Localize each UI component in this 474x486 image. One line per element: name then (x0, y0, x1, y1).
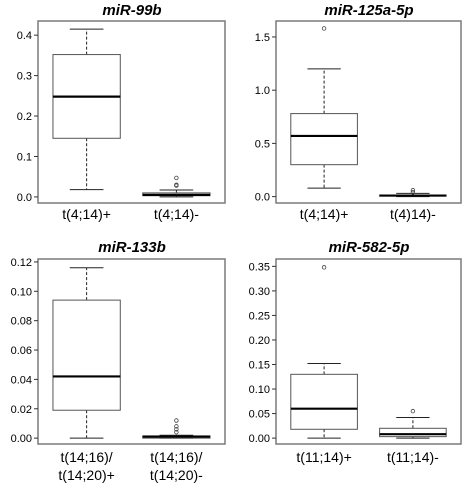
chart-title: miR-582-5p (329, 239, 410, 256)
box-body (52, 299, 121, 411)
outlier-point (174, 424, 179, 429)
outlier-point (410, 188, 416, 193)
category-label: t(14;16)/ (150, 449, 202, 465)
plot-frame (37, 258, 226, 445)
box-1: t(4;14)+ (52, 28, 121, 222)
outlier-point (321, 265, 327, 270)
category-label: t(4)14)- (390, 206, 436, 222)
y-tick-label: 1.5 (255, 32, 270, 44)
box-2: t(14;16)/ t(14;20)- (142, 418, 211, 483)
chart-panel-3: miR-133b 0.00 0.02 0.04 0.06 0.08 0.10 0.12 t(14… (11, 239, 226, 483)
y-tick-label: 0.06 (11, 345, 32, 357)
y-tick-label: 0.08 (11, 316, 32, 328)
outlier-point (174, 430, 179, 435)
chart-title: miR-99b (102, 2, 161, 19)
y-tick-label: 0.02 (11, 404, 32, 416)
y-tick-label: 0.12 (11, 257, 32, 269)
chart-title: miR-133b (98, 239, 166, 256)
box-body (290, 373, 358, 430)
plot-frame (275, 20, 462, 204)
box-1: t(14;16)/ t(14;20)+ (52, 267, 121, 483)
chart-panel-1: miR-99b 0.0 0.1 0.2 0.3 0.4 t(4;14)+ t(4;14)- (17, 2, 226, 222)
category-label: t(4;14)+ (62, 206, 111, 222)
chart-panel-4: miR-582-5p 0.00 0.05 0.10 0.15 0.20 0.25 0.30 0.… (249, 239, 462, 465)
y-tick-label: 0.0 (255, 192, 270, 204)
category-label: t(11;14)+ (296, 449, 351, 465)
y-tick-label: 0.05 (249, 409, 270, 421)
category-label: t(14;16)/ (61, 449, 113, 465)
y-tick-label: 0.0 (17, 192, 32, 204)
outlier-point (410, 408, 416, 414)
y-tick-label: 0.20 (249, 335, 270, 347)
y-tick-label: 0.2 (17, 111, 32, 123)
y-tick-label: 1.0 (255, 85, 270, 97)
outlier-point (174, 418, 179, 423)
box-2: t(4;14)- (142, 175, 211, 222)
y-tick-label: 0.00 (11, 433, 32, 445)
box-1: t(4;14)+ (290, 26, 358, 222)
y-tick-label: 0.35 (249, 261, 270, 273)
outlier-point (174, 182, 179, 187)
y-tick-label: 0.5 (255, 138, 270, 150)
outlier-point (410, 190, 416, 195)
box-body (379, 427, 447, 438)
chart-title: miR-125a-5p (324, 2, 413, 19)
y-tick-label: 0.25 (249, 310, 270, 322)
y-tick-label: 0.10 (11, 286, 32, 298)
plot-frame (275, 258, 462, 445)
y-tick-label: 0.3 (17, 71, 32, 83)
y-tick-label: 0.00 (249, 433, 270, 445)
outlier-point (174, 175, 179, 181)
y-tick-label: 0.4 (17, 30, 32, 42)
category-label: t(4;14)- (154, 206, 199, 222)
box-body (290, 113, 358, 166)
outlier-point (174, 427, 179, 432)
y-tick-label: 0.10 (249, 384, 270, 396)
box-1: t(11;14)+ (290, 265, 358, 465)
box-2: t(11;14)- (379, 408, 447, 465)
plot-frame (37, 20, 226, 204)
category-label: t(4;14)+ (300, 206, 349, 222)
category-label: t(14;20)- (150, 467, 203, 483)
category-label: t(11;14)- (387, 449, 439, 465)
box-2: t(4)14)- (379, 188, 447, 222)
y-tick-label: 0.30 (249, 286, 270, 298)
y-tick-label: 0.04 (11, 374, 32, 386)
category-label: t(14;20)+ (58, 467, 114, 483)
chart-panel-2: miR-125a-5p 0.0 0.5 1.0 1.5 t(4;14)+ t(4)14)- (255, 2, 462, 222)
outlier-point (321, 26, 327, 31)
y-tick-label: 0.15 (249, 360, 270, 372)
y-tick-label: 0.1 (17, 151, 32, 163)
